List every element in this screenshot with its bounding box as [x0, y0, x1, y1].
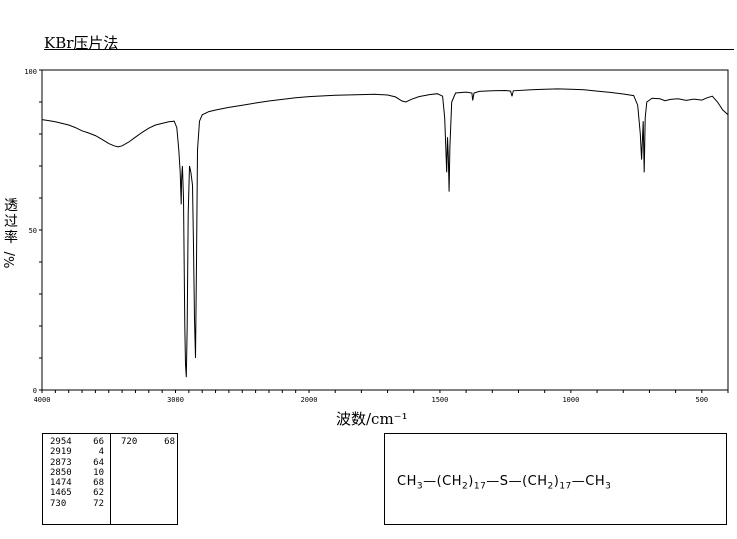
x-axis-label: 波数/cm⁻¹ [336, 410, 408, 428]
peak-row: 2850 10 [50, 468, 106, 478]
peak-transmittance: 68 [164, 437, 175, 447]
x-ticks: 4000 3000 2000 1500 1000 500 [34, 396, 709, 404]
y-ticks: 0 50 100 [24, 68, 37, 395]
peak-wavenumber: 730 [50, 498, 67, 509]
y-label-unit: %/ [3, 251, 18, 269]
x-tick-label: 500 [695, 396, 708, 404]
peak-transmittance: 72 [93, 498, 104, 509]
peak-wavenumber: 1474 [50, 478, 72, 489]
plot-frame [41, 69, 729, 391]
peak-row: 2919 4 [50, 447, 106, 457]
y-tick-label: 50 [29, 227, 37, 235]
x-tick-label: 3000 [167, 396, 184, 404]
peak-wavenumber: 2873 [50, 457, 72, 468]
peak-transmittance: 66 [93, 437, 104, 447]
y-label-char-1: 透 [4, 198, 18, 214]
peak-table-column-1: 2954 66 2919 4 2873 64 2850 10 1474 68 1465 62 730 72 [43, 434, 111, 524]
x-tick-label: 2000 [301, 396, 318, 404]
peak-transmittance: 4 [98, 447, 104, 458]
y-axis-label: 透 过 率 %/ [2, 198, 20, 268]
x-tick-label: 1000 [562, 396, 579, 404]
peak-wavenumber: 2954 [50, 437, 72, 447]
chart-axes [39, 69, 729, 393]
peak-transmittance: 62 [93, 488, 104, 499]
peak-wavenumber: 1465 [50, 488, 72, 499]
peak-row: 730 72 [50, 499, 106, 509]
y-label-char-3: 率 [4, 230, 18, 246]
peak-transmittance: 64 [93, 457, 104, 468]
peak-row: 1474 68 [50, 478, 106, 488]
peak-row: 1465 62 [50, 488, 106, 498]
peak-row: 2873 64 [50, 458, 106, 468]
peak-transmittance: 10 [93, 467, 104, 478]
peak-transmittance: 68 [93, 478, 104, 489]
y-tick-label: 100 [24, 68, 37, 76]
peak-wavenumber: 720 [121, 437, 138, 447]
peak-wavenumber: 2919 [50, 447, 72, 458]
method-title: KBr压片法 [44, 34, 119, 52]
spectrum-line [41, 88, 729, 378]
peak-table-column-2: 720 68 [111, 434, 177, 524]
structure-formula: CH3—(CH2)17—S—(CH2)17—CH3 [397, 474, 612, 492]
peak-row: 2954 66 [50, 437, 106, 447]
structure-formula-box: CH3—(CH2)17—S—(CH2)17—CH3 [384, 433, 727, 525]
title-underline [44, 49, 734, 50]
peak-wavenumber: 2850 [50, 467, 72, 478]
y-label-char-2: 过 [4, 214, 18, 230]
x-tick-label: 1500 [432, 396, 449, 404]
peak-row: 720 68 [121, 437, 177, 447]
peak-table: 2954 66 2919 4 2873 64 2850 10 1474 68 1465 62 730 72… [42, 433, 178, 525]
y-tick-label: 0 [33, 387, 37, 395]
x-tick-label: 4000 [34, 396, 51, 404]
